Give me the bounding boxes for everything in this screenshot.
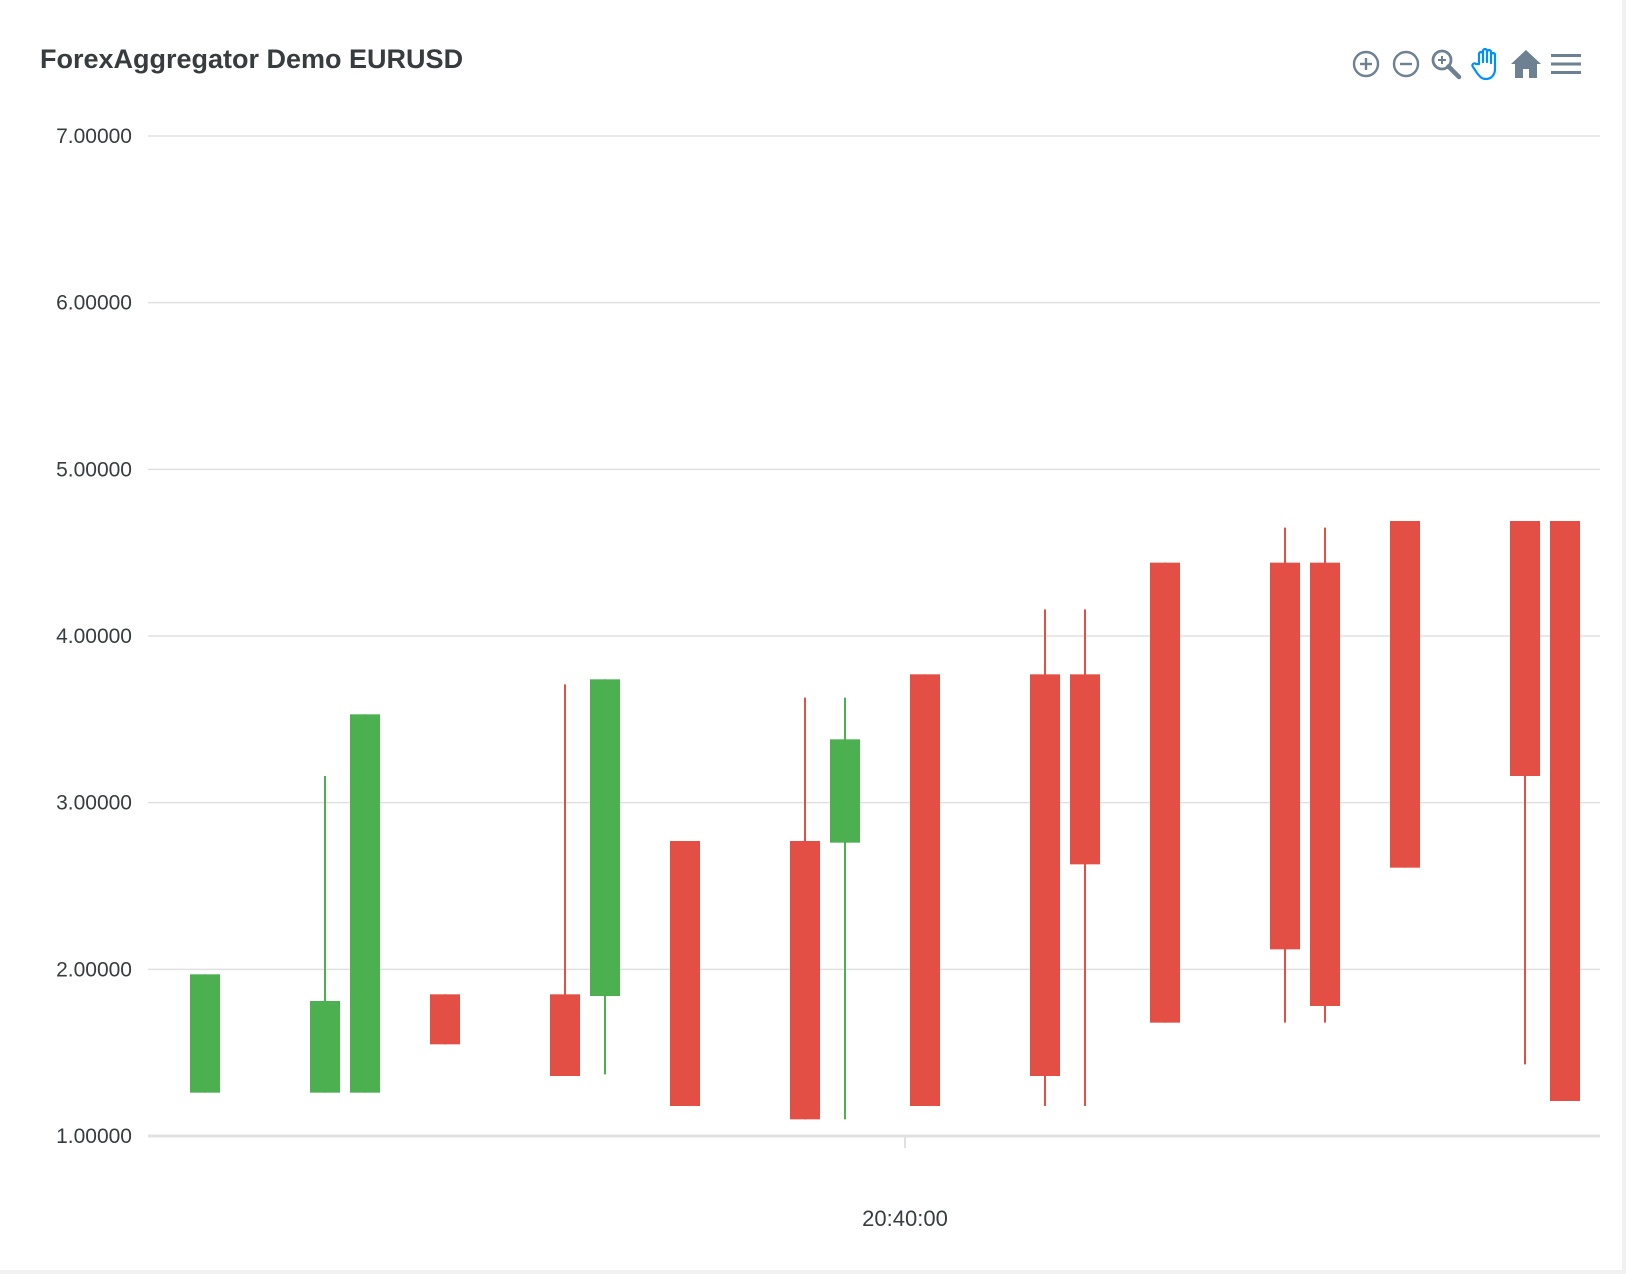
candle-body-down xyxy=(1070,674,1100,865)
y-tick-label: 5.00000 xyxy=(56,458,132,481)
candle-body-down xyxy=(1550,521,1580,1101)
y-tick-label: 2.00000 xyxy=(56,958,132,981)
candle-body-down xyxy=(1310,562,1340,1006)
zoom-in-icon[interactable] xyxy=(1346,44,1386,84)
candle-body-up xyxy=(590,679,620,996)
menu-icon[interactable] xyxy=(1546,44,1586,84)
y-tick-label: 7.00000 xyxy=(56,125,132,148)
chart-title: ForexAggregator Demo EURUSD xyxy=(40,44,464,74)
candle-body-down xyxy=(550,994,580,1076)
y-tick-label: 1.00000 xyxy=(56,1125,132,1148)
zoom-out-icon[interactable] xyxy=(1386,44,1426,84)
y-tick-label: 3.00000 xyxy=(56,792,132,815)
x-tick-label: 20:40:00 xyxy=(862,1206,948,1231)
pan-icon[interactable] xyxy=(1466,44,1506,84)
candle-body-up xyxy=(830,739,860,843)
candle-body-down xyxy=(910,674,940,1106)
candle-body-up xyxy=(190,974,220,1093)
y-tick-label: 6.00000 xyxy=(56,292,132,315)
reset-zoom-home-icon[interactable] xyxy=(1506,44,1546,84)
y-tick-label: 4.00000 xyxy=(56,625,132,648)
chart-toolbar xyxy=(1346,44,1586,84)
candle-body-down xyxy=(790,841,820,1120)
selection-zoom-icon[interactable] xyxy=(1426,44,1466,84)
candle-body-down xyxy=(430,994,460,1045)
candle-body-up xyxy=(350,714,380,1093)
candle-body-up xyxy=(310,1001,340,1093)
candle-body-down xyxy=(670,841,700,1106)
candle-body-down xyxy=(1030,674,1060,1076)
candle-body-down xyxy=(1390,521,1420,868)
candle-body-down xyxy=(1150,562,1180,1023)
frame-border-bottom xyxy=(0,1270,1626,1274)
candle-body-down xyxy=(1270,562,1300,950)
frame-border-right xyxy=(1622,0,1626,1274)
candle-body-down xyxy=(1510,521,1540,776)
